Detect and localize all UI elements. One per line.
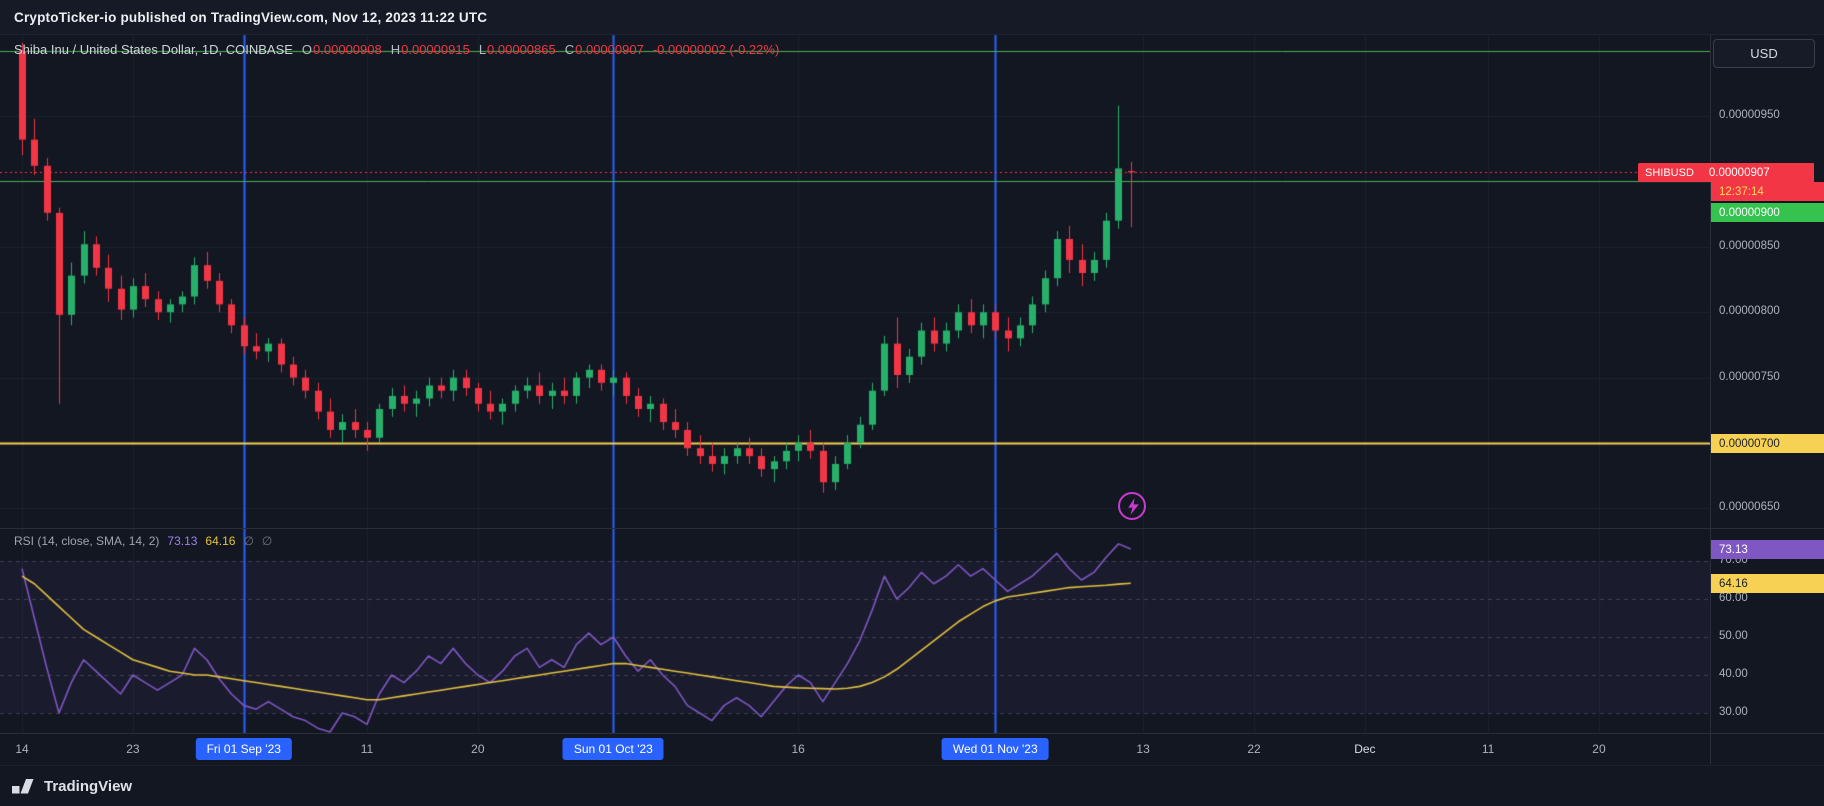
rsi-sma-value: 64.16	[205, 534, 236, 548]
bar-countdown-badge: 12:37:14	[1711, 182, 1824, 202]
attribution-bar: CryptoTicker-io published on TradingView…	[0, 0, 1824, 35]
rsi-axis-label: 60.00	[1719, 591, 1748, 604]
time-axis-tick: 20	[471, 742, 485, 756]
symbol-tag: SHIBUSD	[1638, 163, 1701, 183]
rsi-empty-value-1: ∅	[243, 534, 254, 548]
time-axis-date-badge: Fri 01 Sep '23	[195, 738, 292, 760]
alert-badge-900[interactable]: 0.00000900	[1711, 203, 1824, 223]
footer-brand-text: TradingView	[44, 777, 133, 795]
time-axis-tick: 16	[791, 742, 805, 756]
rsi-value-badge: 73.13	[1711, 540, 1824, 560]
ohlc-low: L 0.00000865	[478, 42, 556, 57]
ohlc-close: C 0.00000907	[564, 42, 644, 57]
attribution-text: CryptoTicker-io published on TradingView…	[14, 9, 488, 25]
rsi-empty-value-2: ∅	[261, 534, 273, 548]
lightning-icon[interactable]	[1118, 492, 1146, 520]
tradingview-logo-icon	[12, 779, 34, 794]
time-axis-tick: 11	[360, 742, 374, 756]
time-axis-tick: 14	[15, 742, 29, 756]
price-axis-label: 0.00000950	[1719, 109, 1780, 122]
ohlc-high: H 0.00000915	[390, 42, 470, 57]
price-axis-label: 0.00000800	[1719, 305, 1780, 318]
pane-separator[interactable]	[0, 528, 1824, 529]
symbol-title: Shiba Inu / United States Dollar, 1D, CO…	[14, 42, 293, 57]
rsi-current-value: 73.13	[167, 534, 198, 548]
rsi-axis-label: 30.00	[1719, 705, 1748, 718]
rsi-axis-label: 40.00	[1719, 667, 1748, 680]
rsi-ma-value-badge: 64.16	[1711, 574, 1824, 594]
price-axis[interactable]	[1710, 35, 1824, 764]
tradingview-footer-link[interactable]: TradingView	[0, 765, 1824, 806]
symbol-legend[interactable]: Shiba Inu / United States Dollar, 1D, CO…	[14, 42, 779, 57]
time-axis-tick: 23	[126, 742, 140, 756]
time-axis-separator	[0, 733, 1824, 734]
price-axis-label: 0.00000850	[1719, 239, 1780, 252]
time-axis-tick: 13	[1136, 742, 1150, 756]
ohlc-open: O 0.00000908	[301, 42, 382, 57]
chart-canvas[interactable]	[0, 0, 1710, 733]
time-axis-tick: 11	[1481, 742, 1495, 756]
lightning-bolt-glyph	[1127, 497, 1139, 515]
time-axis[interactable]: 14 23 Fri 01 Sep '23 11 20 Sun 01 Oct '23 16 We…	[0, 734, 1824, 764]
alert-badge-700[interactable]: 0.00000700	[1711, 434, 1824, 453]
rsi-legend[interactable]: RSI (14, close, SMA, 14, 2) 73.13 64.16 …	[14, 534, 272, 548]
rsi-axis-label: 50.00	[1719, 629, 1748, 642]
change-value: -0.00000002 (-0.22%)	[652, 42, 780, 57]
rsi-title: RSI (14, close, SMA, 14, 2)	[14, 534, 160, 548]
currency-toggle-button[interactable]: USD	[1713, 39, 1815, 68]
price-axis-label: 0.00000650	[1719, 501, 1780, 514]
price-axis-label: 0.00000750	[1719, 370, 1780, 383]
time-axis-date-badge: Wed 01 Nov '23	[941, 738, 1049, 760]
last-price-value: 0.00000907	[1700, 163, 1814, 183]
time-axis-tick: Dec	[1354, 742, 1376, 756]
time-axis-tick: 22	[1247, 742, 1261, 756]
time-axis-date-badge: Sun 01 Oct '23	[562, 738, 664, 760]
last-price-row: SHIBUSD 0.00000907	[1638, 163, 1814, 183]
time-axis-tick: 20	[1592, 742, 1606, 756]
